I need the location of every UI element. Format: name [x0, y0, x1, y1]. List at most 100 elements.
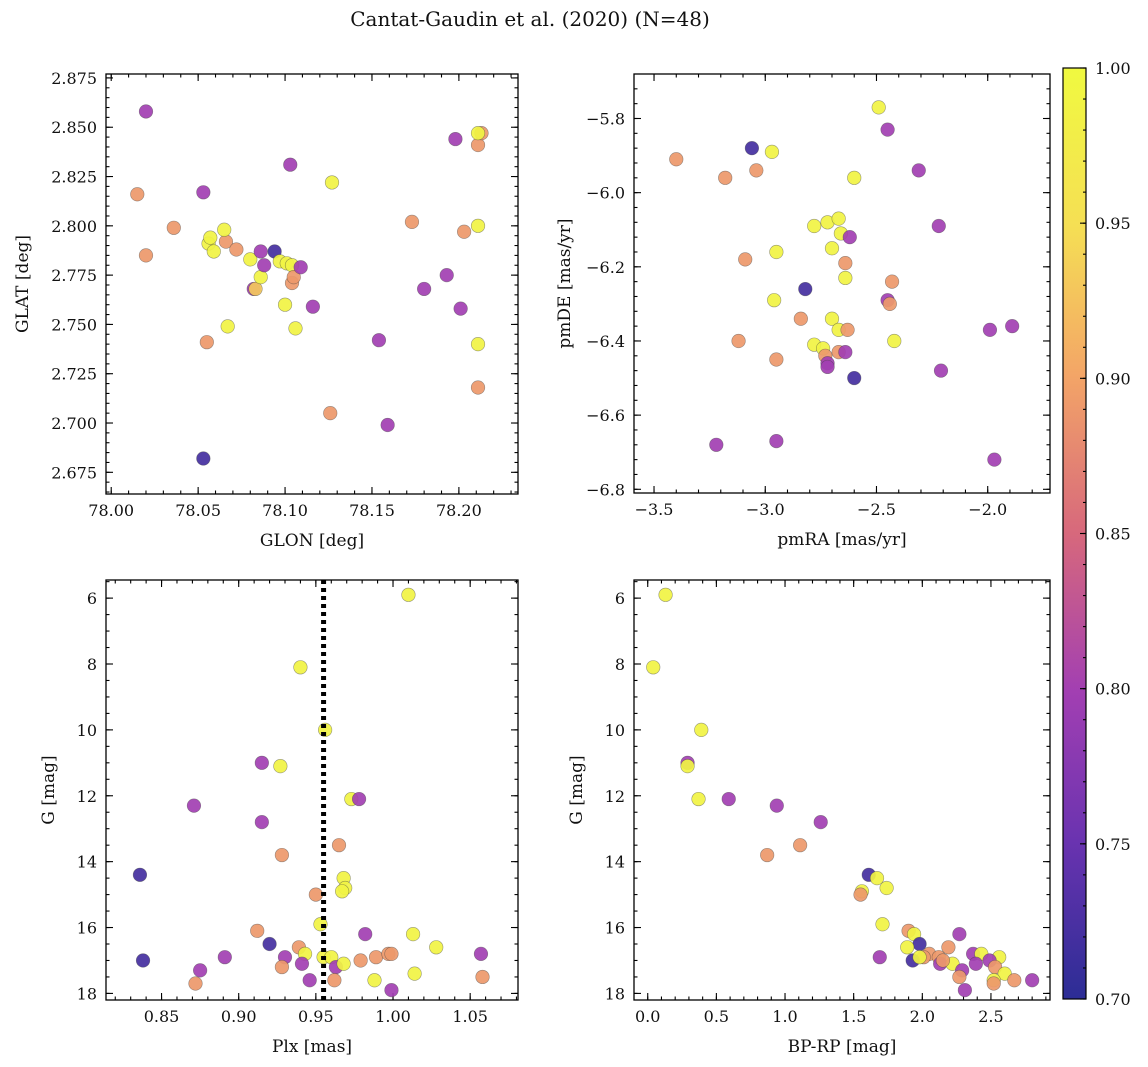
- data-point: [407, 966, 422, 981]
- data-point: [283, 157, 298, 172]
- data-point: [838, 256, 853, 271]
- data-point: [186, 798, 202, 813]
- x-tick-label: 78.15: [349, 501, 395, 520]
- data-point: [853, 887, 868, 902]
- data-point: [709, 437, 724, 452]
- y-tick-label: 14: [605, 853, 625, 872]
- data-point: [1025, 973, 1040, 988]
- data-point: [875, 917, 890, 932]
- data-point: [358, 927, 373, 942]
- y-tick-label: 8: [615, 655, 625, 674]
- x-tick-label: 0.95: [298, 1007, 334, 1026]
- x-tick-label: 1.5: [841, 1007, 866, 1026]
- data-point: [288, 321, 303, 336]
- y-tick-label: 2.725: [51, 365, 97, 384]
- data-point: [847, 370, 862, 386]
- data-point: [206, 244, 221, 259]
- y-tick-label: 2.875: [51, 69, 97, 88]
- data-point: [470, 380, 486, 395]
- data-point: [457, 224, 472, 239]
- data-point: [869, 871, 885, 886]
- data-point: [824, 241, 840, 256]
- y-tick-label: −6.2: [586, 258, 625, 277]
- x-tick-label: −3.0: [746, 500, 785, 519]
- x-tick-label: 78.10: [262, 501, 308, 520]
- data-point: [880, 122, 895, 137]
- x-tick-label: 78.05: [175, 501, 221, 520]
- data-point: [429, 940, 444, 955]
- data-point: [196, 185, 211, 200]
- colorbar-tick-label: 0.75: [1095, 835, 1131, 854]
- colorbar-tick-label: 0.80: [1095, 680, 1131, 699]
- plot-frame: [633, 73, 1051, 494]
- y-tick-label: 12: [77, 787, 97, 806]
- data-point: [691, 791, 706, 807]
- data-point: [448, 131, 463, 147]
- data-point: [257, 258, 272, 273]
- data-point: [302, 973, 317, 988]
- data-point: [203, 230, 218, 245]
- data-point: [840, 322, 855, 337]
- x-tick-label: 1.00: [375, 1007, 411, 1026]
- data-point: [793, 838, 808, 853]
- data-point: [933, 363, 949, 378]
- data-point: [380, 417, 395, 433]
- data-point: [793, 311, 808, 326]
- data-point: [900, 940, 915, 955]
- data-point: [404, 214, 420, 229]
- y-tick-label: 2.800: [51, 217, 97, 236]
- data-point: [952, 927, 967, 942]
- y-tick-label: 2.850: [51, 118, 97, 137]
- x-tick-label: 0.90: [221, 1007, 257, 1026]
- y-tick-label: 8: [87, 655, 97, 674]
- y-tick-label: 2.750: [51, 315, 97, 334]
- data-point: [336, 956, 351, 971]
- data-point: [749, 163, 764, 178]
- x-axis-label: pmRA [mas/yr]: [777, 530, 906, 550]
- data-point: [277, 297, 293, 312]
- x-tick-label: −2.0: [968, 500, 1007, 519]
- data-point: [646, 660, 661, 675]
- data-point: [470, 218, 486, 233]
- data-point: [274, 959, 290, 975]
- data-point: [294, 956, 310, 971]
- data-point: [253, 269, 268, 285]
- x-tick-label: −2.5: [857, 500, 896, 519]
- y-tick-label: 18: [605, 984, 625, 1003]
- data-point: [405, 927, 421, 942]
- data-point: [986, 976, 1001, 991]
- data-point: [769, 433, 784, 449]
- x-tick-label: 1.0: [772, 1007, 797, 1026]
- x-axis-label: Plx [mas]: [272, 1037, 352, 1057]
- figure-title: Cantat-Gaudin et al. (2020) (N=48): [350, 7, 710, 31]
- data-point: [912, 950, 927, 965]
- y-tick-label: 2.775: [51, 266, 97, 285]
- colorbar-tick-label: 1.00: [1095, 59, 1131, 78]
- data-point: [941, 940, 956, 955]
- data-point: [968, 956, 983, 971]
- data-point: [931, 218, 946, 234]
- data-point: [286, 269, 301, 285]
- data-point: [871, 100, 886, 115]
- data-point: [813, 815, 828, 830]
- data-point: [305, 299, 320, 314]
- y-tick-label: 16: [605, 919, 625, 938]
- data-point: [669, 152, 684, 167]
- colorbar-tick-label: 0.95: [1095, 214, 1131, 233]
- data-point: [831, 211, 846, 226]
- data-point: [401, 587, 416, 602]
- data-point: [872, 950, 887, 965]
- data-point: [847, 170, 862, 185]
- data-point: [243, 252, 258, 267]
- data-point: [273, 759, 288, 774]
- data-point: [417, 281, 432, 297]
- data-point: [680, 759, 695, 774]
- x-axis-label: BP-RP [mag]: [788, 1037, 897, 1057]
- data-point: [274, 847, 290, 863]
- x-tick-label: 78.00: [88, 501, 134, 520]
- y-axis-label: GLAT [deg]: [13, 235, 33, 333]
- data-point: [887, 333, 902, 349]
- y-tick-label: 18: [77, 984, 97, 1003]
- data-point: [384, 983, 399, 998]
